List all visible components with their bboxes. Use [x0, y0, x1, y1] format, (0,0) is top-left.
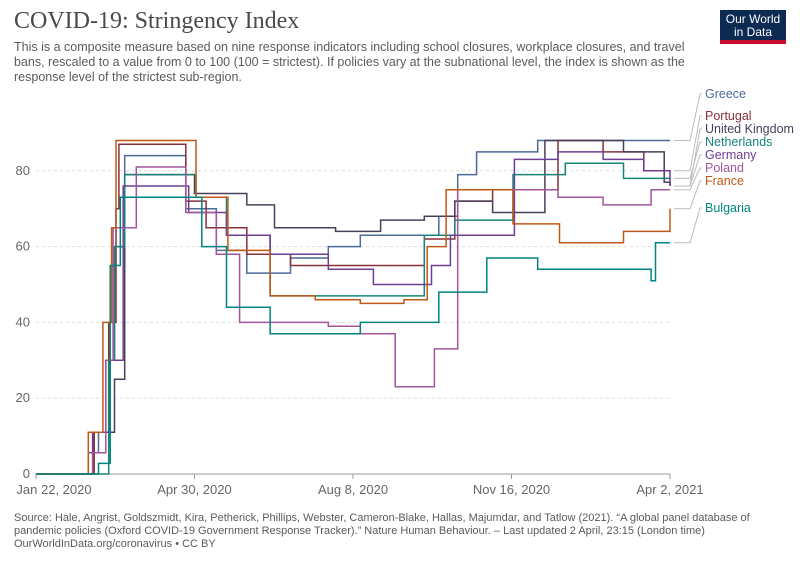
logo-line-1: Our World — [725, 12, 781, 26]
series-line-bulgaria[interactable] — [36, 196, 670, 475]
series-label[interactable]: Poland — [705, 161, 744, 175]
label-connector — [674, 180, 702, 210]
label-connector — [674, 154, 702, 187]
y-axis: 0 20 40 60 80 — [16, 163, 30, 481]
x-axis: Jan 22, 2020 Apr 30, 2020 Aug 8, 2020 Nov 1… — [16, 474, 704, 497]
label-connector — [674, 207, 702, 244]
series-lines — [36, 139, 671, 475]
x-tick-label: Apr 30, 2020 — [157, 482, 231, 497]
line-chart: 0 20 40 60 80 Jan 22, 2020 Apr 30, 2020 Aug 8,… — [16, 87, 794, 497]
series-label[interactable]: Portugal — [705, 109, 752, 123]
series-label[interactable]: Germany — [705, 148, 757, 162]
label-connector — [674, 93, 702, 141]
chart-grid — [36, 170, 670, 475]
x-tick-label: Aug 8, 2020 — [318, 482, 388, 497]
series-label[interactable]: Greece — [705, 87, 746, 101]
label-connector — [674, 128, 702, 187]
label-connector — [674, 115, 702, 172]
source-note: Source: Hale, Angrist, Goldszmidt, Kira,… — [14, 512, 750, 537]
series-line-united-kingdom[interactable] — [36, 139, 671, 475]
series-label[interactable]: France — [705, 174, 744, 188]
x-tick-label: Apr 2, 2021 — [636, 482, 703, 497]
series-line-france[interactable] — [36, 139, 671, 475]
chart-subtitle: This is a composite measure based on nin… — [14, 40, 685, 84]
y-tick-label: 60 — [16, 239, 30, 254]
owid-logo[interactable]: Our World in Data — [720, 10, 786, 44]
y-tick-label: 80 — [16, 163, 30, 178]
x-tick-label: Nov 16, 2020 — [473, 482, 550, 497]
x-tick-label: Jan 22, 2020 — [16, 482, 91, 497]
series-label[interactable]: Netherlands — [705, 135, 772, 149]
y-tick-label: 20 — [16, 390, 30, 405]
series-line-poland[interactable] — [36, 166, 670, 475]
series-line-portugal[interactable] — [36, 139, 670, 475]
series-line-greece[interactable] — [36, 139, 670, 475]
logo-line-2: in Data — [733, 25, 773, 39]
series-line-germany[interactable] — [36, 151, 671, 475]
series-label[interactable]: United Kingdom — [705, 122, 794, 136]
site-link[interactable]: OurWorldInData.org/coronavirus • CC BY — [14, 538, 216, 550]
label-connector — [674, 141, 702, 179]
chart-title: COVID-19: Stringency Index — [14, 8, 300, 34]
series-line-netherlands[interactable] — [36, 162, 670, 475]
y-tick-label: 0 — [23, 466, 30, 481]
series-label[interactable]: Bulgaria — [705, 201, 751, 215]
y-tick-label: 40 — [16, 314, 30, 329]
label-connector — [674, 167, 702, 191]
